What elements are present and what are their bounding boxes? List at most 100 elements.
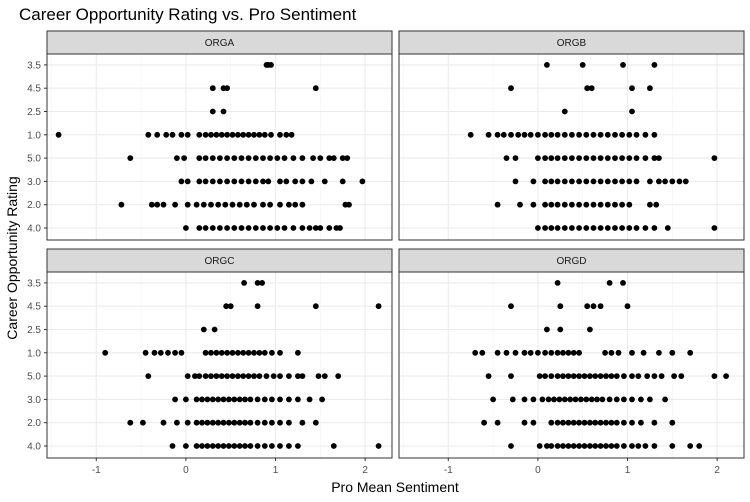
facet-orgc: ORGC 4.0 2.0 3.0 5.0 1.0 2.5 4.5 3.5 -1 0 1 2 bbox=[27, 248, 393, 476]
data-point bbox=[242, 419, 248, 426]
data-point bbox=[629, 396, 635, 403]
data-point bbox=[209, 419, 216, 426]
data-point bbox=[554, 155, 561, 162]
data-point bbox=[635, 443, 642, 449]
data-point bbox=[554, 373, 561, 379]
data-point bbox=[587, 419, 593, 426]
data-point bbox=[196, 373, 203, 379]
data-point bbox=[621, 373, 627, 379]
data-point bbox=[339, 178, 346, 185]
data-point bbox=[509, 396, 516, 403]
data-point bbox=[154, 131, 161, 138]
data-point bbox=[254, 396, 261, 403]
data-point bbox=[561, 108, 568, 115]
data-point bbox=[204, 396, 211, 403]
y-tick-label: 3.0 bbox=[27, 177, 41, 188]
data-point bbox=[604, 201, 611, 208]
data-point bbox=[277, 396, 283, 403]
data-point bbox=[711, 373, 718, 379]
data-point bbox=[521, 419, 528, 426]
data-point bbox=[592, 419, 599, 426]
data-point bbox=[581, 373, 588, 379]
x-tick-label: 1 bbox=[273, 465, 279, 476]
data-point bbox=[647, 396, 653, 403]
data-point bbox=[542, 373, 548, 379]
data-point bbox=[226, 419, 232, 426]
data-point bbox=[544, 62, 550, 68]
data-point bbox=[560, 419, 566, 426]
data-point bbox=[682, 178, 689, 185]
data-point bbox=[202, 373, 209, 379]
data-point bbox=[621, 396, 627, 403]
data-point bbox=[503, 349, 510, 356]
data-point bbox=[277, 201, 283, 208]
data-point bbox=[202, 349, 209, 356]
x-tick-label: 0 bbox=[535, 465, 541, 476]
data-point bbox=[561, 396, 568, 403]
data-point bbox=[633, 225, 640, 231]
facet-strip-label: ORGB bbox=[557, 38, 587, 49]
data-point bbox=[252, 178, 259, 185]
data-point bbox=[545, 396, 552, 403]
data-point bbox=[299, 419, 306, 426]
data-point bbox=[172, 201, 179, 208]
data-point bbox=[626, 201, 633, 208]
data-point bbox=[254, 280, 261, 286]
data-point bbox=[209, 396, 216, 403]
data-point bbox=[542, 225, 548, 231]
data-point bbox=[178, 349, 185, 356]
data-point bbox=[330, 155, 337, 162]
data-point bbox=[222, 201, 229, 208]
data-point bbox=[592, 443, 599, 449]
data-point bbox=[612, 178, 618, 185]
data-point bbox=[590, 303, 597, 310]
data-point bbox=[295, 396, 301, 403]
data-point bbox=[548, 373, 555, 379]
data-point bbox=[231, 178, 238, 185]
x-axis-title: Pro Mean Sentiment bbox=[331, 479, 459, 495]
data-point bbox=[217, 178, 223, 185]
data-point bbox=[612, 201, 618, 208]
data-point bbox=[678, 373, 685, 379]
data-point bbox=[494, 419, 501, 426]
data-point bbox=[254, 303, 261, 310]
data-point bbox=[236, 396, 243, 403]
data-point bbox=[209, 85, 216, 92]
data-point bbox=[613, 396, 620, 403]
data-point bbox=[208, 201, 214, 208]
data-point bbox=[604, 155, 611, 162]
data-point bbox=[512, 349, 519, 356]
data-point bbox=[184, 131, 191, 138]
panel-background bbox=[47, 272, 392, 458]
data-point bbox=[560, 373, 566, 379]
data-point bbox=[576, 349, 582, 356]
data-point bbox=[299, 201, 306, 208]
data-point bbox=[183, 225, 189, 231]
data-point bbox=[229, 131, 236, 138]
data-point bbox=[151, 349, 158, 356]
data-point bbox=[530, 178, 537, 185]
data-point bbox=[337, 225, 343, 231]
x-tick-label: -1 bbox=[444, 465, 453, 476]
data-point bbox=[603, 419, 609, 426]
data-point bbox=[624, 303, 631, 310]
data-point bbox=[375, 303, 382, 310]
data-point bbox=[521, 131, 528, 138]
data-point bbox=[157, 349, 164, 356]
data-point bbox=[612, 131, 618, 138]
data-point bbox=[494, 201, 501, 208]
data-point bbox=[472, 349, 479, 356]
data-point bbox=[503, 155, 510, 162]
data-point bbox=[619, 225, 625, 231]
data-point bbox=[621, 443, 627, 449]
data-point bbox=[629, 419, 635, 426]
data-point bbox=[521, 396, 528, 403]
data-point bbox=[227, 303, 234, 310]
data-point bbox=[231, 155, 238, 162]
data-point bbox=[581, 443, 588, 449]
panel-background bbox=[399, 54, 744, 240]
data-point bbox=[583, 396, 590, 403]
data-point bbox=[231, 225, 238, 231]
data-point bbox=[375, 443, 382, 449]
data-point bbox=[184, 373, 191, 379]
